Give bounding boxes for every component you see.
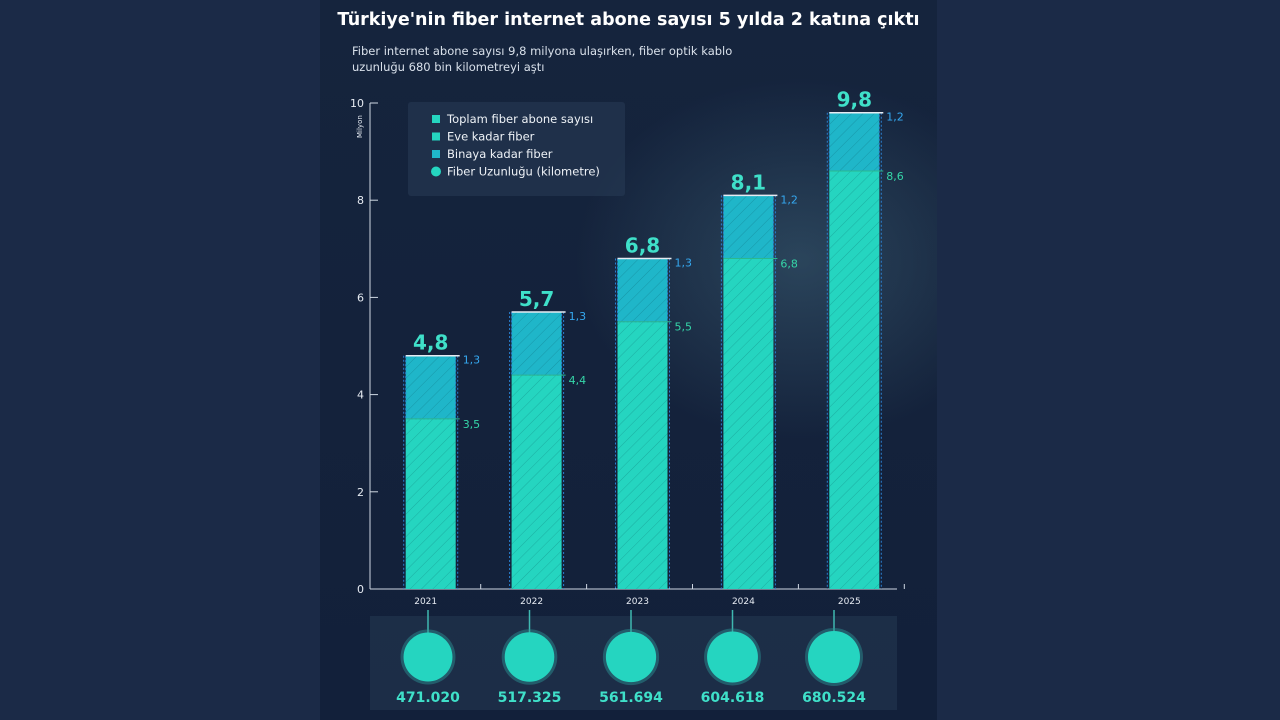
x-tick-label: 2022 bbox=[520, 597, 543, 607]
x-tick-label: 2024 bbox=[732, 597, 755, 607]
bar-hatch bbox=[511, 375, 562, 589]
bar-hatch bbox=[617, 321, 668, 589]
y-tick-label: 10 bbox=[350, 97, 364, 110]
y-tick-label: 8 bbox=[357, 194, 364, 207]
chart-subtitle: Fiber internet abone sayısı 9,8 milyona … bbox=[352, 44, 733, 74]
fiber-length-circle bbox=[808, 631, 860, 683]
y-axis-label: Milyon bbox=[356, 115, 364, 138]
eve-value-label: 6,8 bbox=[780, 258, 798, 271]
total-label: 9,8 bbox=[837, 88, 872, 112]
binaya-value-label: 1,3 bbox=[463, 354, 481, 367]
legend-square-icon bbox=[432, 132, 440, 141]
bar-hatch bbox=[405, 355, 456, 419]
x-tick-label: 2021 bbox=[414, 597, 437, 607]
eve-value-label: 4,4 bbox=[569, 374, 587, 387]
total-label: 6,8 bbox=[625, 234, 660, 258]
bar-hatch bbox=[405, 418, 456, 589]
chart-title: Türkiye'nin fiber internet abone sayısı … bbox=[337, 10, 920, 30]
fiber-length-circle bbox=[403, 632, 453, 682]
legend-item: Binaya kadar fiber bbox=[447, 147, 553, 161]
fiber-length-label: 680.524 bbox=[802, 690, 866, 706]
fiber-length-label: 517.325 bbox=[498, 690, 562, 706]
binaya-value-label: 1,2 bbox=[886, 111, 904, 124]
fiber-length-label: 561.694 bbox=[599, 690, 663, 706]
legend-square-icon bbox=[432, 115, 440, 123]
x-tick-label: 2025 bbox=[838, 597, 861, 607]
bar-hatch bbox=[723, 258, 774, 589]
fiber-length-circle bbox=[504, 632, 555, 682]
eve-value-label: 5,5 bbox=[675, 321, 693, 334]
total-label: 4,8 bbox=[413, 331, 448, 355]
eve-value-label: 8,6 bbox=[886, 170, 904, 183]
binaya-value-label: 1,3 bbox=[569, 310, 587, 323]
x-tick-label: 2023 bbox=[626, 597, 649, 607]
fiber-length-label: 604.618 bbox=[701, 690, 765, 706]
bar-hatch bbox=[829, 112, 880, 172]
infographic-panel: Türkiye'nin fiber internet abone sayısı … bbox=[320, 0, 937, 720]
binaya-value-label: 1,2 bbox=[780, 193, 798, 206]
y-tick-label: 2 bbox=[357, 486, 364, 499]
binaya-value-label: 1,3 bbox=[675, 257, 693, 270]
fiber-length-circle bbox=[605, 631, 657, 683]
fiber-length-circle bbox=[707, 631, 758, 683]
y-tick-label: 0 bbox=[357, 583, 364, 596]
eve-value-label: 3,5 bbox=[463, 418, 481, 431]
bar-hatch bbox=[723, 195, 774, 259]
fiber-length-label: 471.020 bbox=[396, 690, 460, 706]
bar-chart: 0 2 4 6 8 10 Milyon Toplam fiber abone sayısı Ev… bbox=[350, 88, 905, 710]
legend-circle-icon bbox=[431, 166, 441, 177]
bar-hatch bbox=[829, 171, 880, 590]
legend-item: Toplam fiber abone sayısı bbox=[446, 112, 593, 126]
legend-box bbox=[408, 102, 625, 196]
y-tick-label: 4 bbox=[357, 389, 364, 402]
bar-hatch bbox=[617, 258, 668, 322]
total-label: 8,1 bbox=[731, 170, 766, 194]
bar-hatch bbox=[511, 311, 562, 376]
y-tick-label: 6 bbox=[357, 291, 364, 304]
legend-item: Eve kadar fiber bbox=[447, 130, 535, 144]
legend-item: Fiber Uzunluğu (kilometre) bbox=[447, 165, 600, 179]
legend-square-icon bbox=[432, 150, 440, 158]
total-label: 5,7 bbox=[519, 287, 554, 311]
